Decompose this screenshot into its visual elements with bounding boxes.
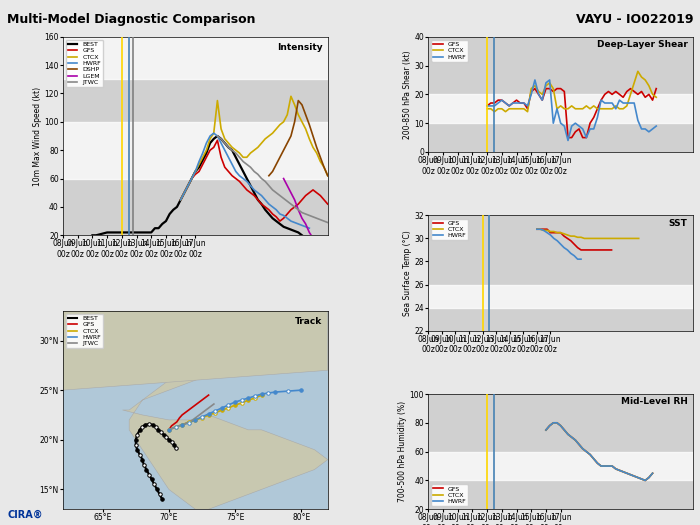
Text: Track: Track	[295, 317, 323, 326]
Legend: GFS, CTCX, HWRF: GFS, CTCX, HWRF	[431, 218, 468, 240]
Text: Multi-Model Diagnostic Comparison: Multi-Model Diagnostic Comparison	[7, 13, 256, 26]
Text: Intensity: Intensity	[276, 43, 323, 51]
Y-axis label: 700-500 hPa Humidity (%): 700-500 hPa Humidity (%)	[398, 401, 407, 502]
Polygon shape	[63, 311, 328, 390]
Y-axis label: 10m Max Wind Speed (kt): 10m Max Wind Speed (kt)	[33, 87, 41, 185]
Bar	[428, 94, 693, 123]
Legend: BEST, GFS, CTCX, HWRF, DSHP, LGEM, JTWC: BEST, GFS, CTCX, HWRF, DSHP, LGEM, JTWC	[66, 40, 103, 87]
Text: Mid-Level RH: Mid-Level RH	[621, 397, 687, 406]
Bar	[428, 285, 693, 308]
Polygon shape	[122, 345, 328, 509]
Text: VAYU - IO022019: VAYU - IO022019	[575, 13, 693, 26]
Text: Deep-Layer Shear: Deep-Layer Shear	[597, 40, 687, 49]
Text: CIRA®: CIRA®	[7, 510, 43, 520]
Bar	[428, 452, 693, 480]
Bar	[63, 122, 328, 179]
Legend: BEST, GFS, CTCX, HWRF, JTWC: BEST, GFS, CTCX, HWRF, JTWC	[66, 314, 103, 348]
Legend: GFS, CTCX, HWRF: GFS, CTCX, HWRF	[431, 485, 468, 506]
Y-axis label: Sea Surface Temp (°C): Sea Surface Temp (°C)	[402, 230, 412, 316]
Bar	[63, 37, 328, 79]
Legend: GFS, CTCX, HWRF: GFS, CTCX, HWRF	[431, 40, 468, 61]
Text: SST: SST	[668, 219, 687, 228]
Y-axis label: 200-850 hPa Shear (kt): 200-850 hPa Shear (kt)	[402, 50, 412, 139]
